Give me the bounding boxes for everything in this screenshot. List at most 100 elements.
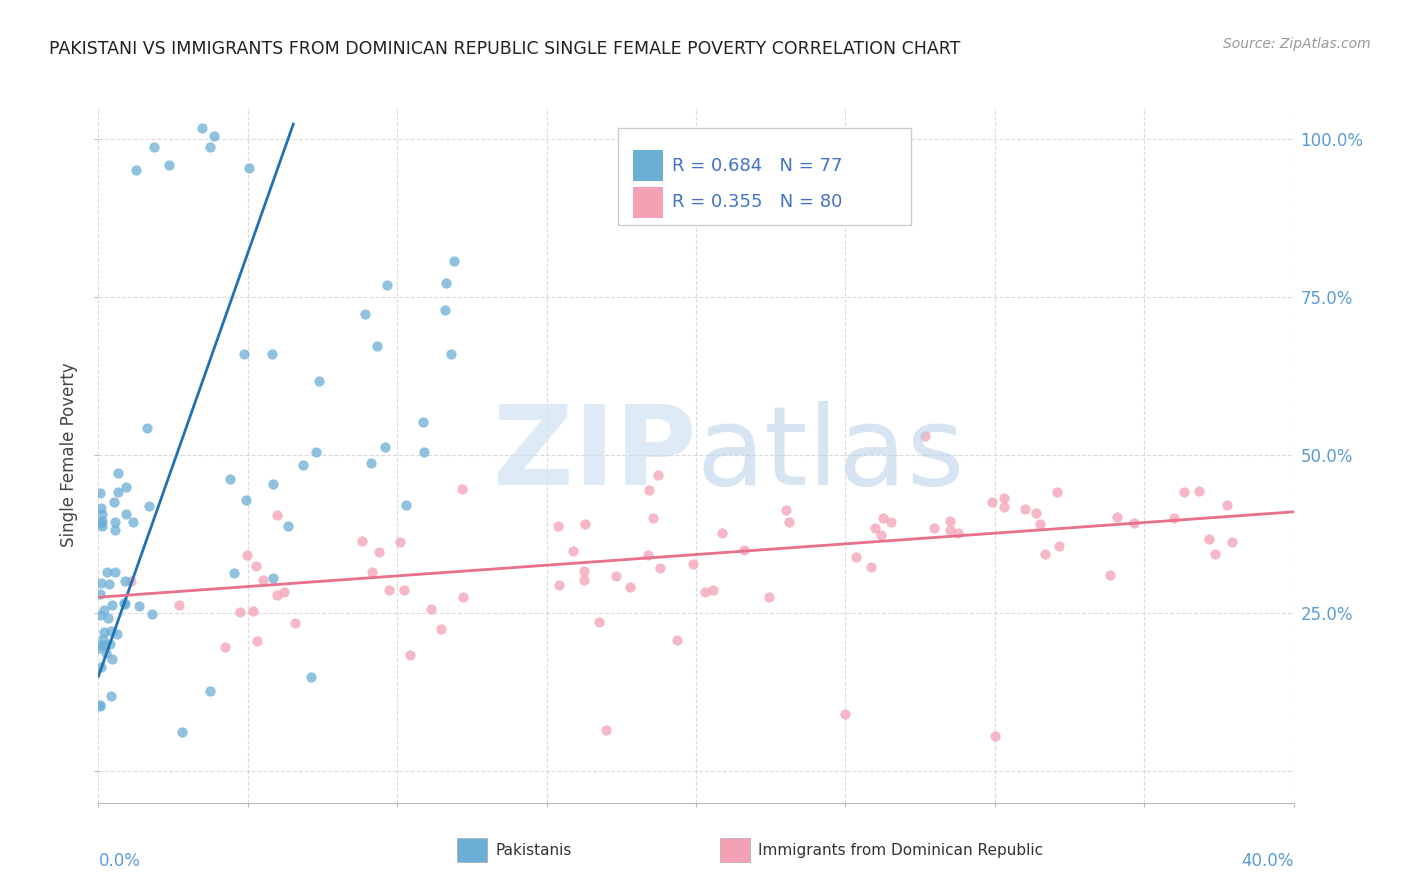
Point (682, 557, 704, 571)
Point (434, 277, 457, 291)
Point (90, 659, 112, 673)
Point (93, 624, 115, 639)
Point (547, 519, 569, 533)
Point (266, 588, 288, 602)
Point (366, 339, 388, 353)
Point (125, 163, 148, 178)
Point (89, 608, 111, 623)
Point (90, 516, 112, 530)
Point (834, 707, 856, 722)
Point (101, 651, 124, 665)
Point (89, 485, 111, 500)
Point (619, 580, 641, 594)
Point (214, 640, 236, 655)
Point (778, 516, 800, 530)
Point (89, 698, 111, 712)
Point (637, 548, 659, 562)
Point (665, 632, 688, 647)
Point (219, 472, 242, 486)
Point (157, 158, 180, 172)
Point (860, 560, 883, 574)
Point (1122, 516, 1144, 530)
Point (993, 500, 1015, 515)
Point (143, 139, 166, 153)
Point (284, 615, 307, 630)
Point (96, 565, 118, 579)
Point (114, 597, 136, 611)
Point (375, 278, 398, 293)
Point (277, 519, 299, 533)
Point (94, 646, 117, 660)
Point (1188, 483, 1211, 498)
Point (352, 534, 374, 549)
Point (451, 483, 474, 497)
Point (90, 514, 112, 528)
Point (235, 492, 257, 507)
Point (97, 611, 120, 625)
Point (643, 511, 665, 525)
Point (1028, 517, 1050, 532)
Point (141, 607, 163, 621)
Point (353, 308, 375, 322)
Point (1025, 506, 1047, 520)
Point (374, 440, 396, 454)
Point (100, 624, 122, 638)
Point (880, 515, 903, 529)
Point (190, 120, 212, 135)
Text: R = 0.684   N = 77: R = 0.684 N = 77 (672, 157, 842, 175)
Point (1198, 532, 1220, 546)
Point (388, 534, 411, 549)
Point (693, 584, 716, 599)
Point (938, 514, 960, 528)
Point (93, 638, 115, 652)
Point (93, 602, 115, 616)
Point (993, 491, 1015, 506)
Point (105, 627, 128, 641)
Point (252, 573, 274, 587)
Point (420, 602, 443, 616)
Point (246, 634, 269, 648)
Text: atlas: atlas (696, 401, 965, 508)
Point (939, 523, 962, 537)
Point (245, 559, 267, 574)
Point (198, 139, 221, 153)
Point (100, 598, 122, 612)
Point (128, 599, 150, 614)
FancyBboxPatch shape (633, 150, 662, 181)
Point (89, 587, 111, 601)
Point (266, 508, 288, 522)
Point (980, 494, 1002, 508)
Point (378, 583, 401, 598)
Point (1220, 535, 1243, 549)
Point (451, 590, 474, 604)
Point (1204, 547, 1226, 561)
Point (91, 518, 114, 533)
Point (200, 684, 222, 698)
Point (775, 503, 797, 517)
Point (984, 730, 1007, 744)
Point (605, 569, 627, 583)
Point (434, 302, 457, 317)
Point (89, 640, 111, 655)
Point (233, 347, 256, 361)
Point (1173, 484, 1195, 499)
Point (222, 566, 245, 580)
Point (138, 499, 160, 513)
Point (238, 161, 260, 175)
Point (572, 574, 595, 588)
Point (1047, 539, 1070, 553)
Point (262, 571, 284, 585)
Point (872, 511, 894, 525)
Point (115, 480, 138, 494)
Point (398, 648, 420, 663)
Point (1046, 484, 1069, 499)
Point (440, 347, 463, 361)
Point (1014, 501, 1036, 516)
Point (412, 415, 434, 429)
Point (702, 583, 724, 598)
FancyBboxPatch shape (633, 187, 662, 219)
Point (167, 598, 190, 612)
Point (561, 544, 583, 558)
Point (412, 445, 434, 459)
Point (107, 467, 129, 481)
